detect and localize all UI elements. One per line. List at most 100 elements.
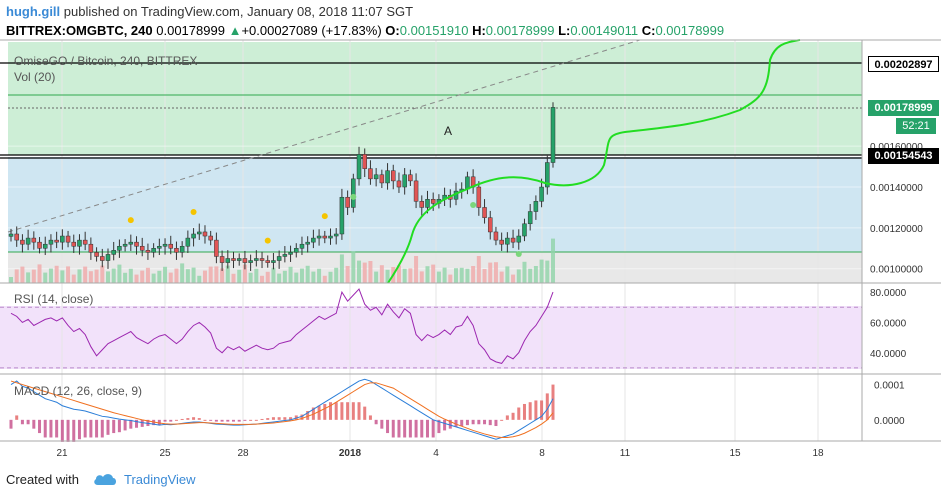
volume-bar [88, 271, 93, 283]
volume-bar [345, 266, 350, 283]
time-tick-label: 11 [620, 448, 631, 459]
volume-bar [311, 271, 316, 283]
candle-body [31, 237, 37, 243]
volume-bar [191, 267, 196, 283]
candle-body [14, 233, 19, 241]
macd-histogram-bar [249, 419, 253, 421]
candlestick-series [8, 102, 556, 271]
price-tick-label: 0.00160000 [870, 142, 923, 153]
chart-title-legend[interactable]: OmiseGO / Bitcoin, 240, BITTREX [14, 54, 198, 68]
volume-bar [145, 267, 150, 283]
macd-histogram-bar [494, 419, 498, 427]
candle-body [339, 196, 345, 235]
tradingview-cloud-icon [93, 472, 117, 489]
volume-bar [299, 268, 304, 283]
macd-histogram-bar [483, 419, 487, 425]
candle-body [259, 258, 265, 261]
volume-bar [294, 272, 299, 283]
macd-histogram-bar [232, 419, 236, 422]
volume-bar [20, 266, 25, 283]
macd-histogram-bar [140, 419, 144, 427]
volume-bar [493, 262, 498, 283]
volume-bar [54, 265, 59, 283]
volume-bar [197, 275, 202, 283]
macd-histogram-bar [454, 419, 458, 427]
macd-histogram-bar [420, 419, 424, 438]
volume-bar [208, 266, 213, 283]
macd-legend[interactable]: MACD (12, 26, close, 9) [14, 384, 143, 398]
time-tick-label: 28 [237, 448, 249, 459]
macd-histogram-bar [38, 419, 42, 434]
candle-body [225, 258, 231, 263]
candle-body [265, 260, 270, 263]
macd-histogram-bar [203, 419, 207, 421]
macd-histogram-bar [271, 417, 275, 420]
volume-bar [436, 271, 441, 283]
signal-dot [127, 217, 134, 224]
volume-bar [111, 268, 116, 283]
macd-histogram-bar [237, 419, 241, 422]
candle-body [82, 239, 88, 245]
volume-bar [242, 264, 247, 283]
low-label: L: [558, 23, 571, 38]
volume-bar [471, 266, 476, 283]
volume-bar [123, 272, 128, 283]
signal-dot [321, 213, 328, 220]
macd-histogram-bar [77, 419, 81, 440]
macd-histogram-bar [477, 419, 481, 425]
volume-bar [83, 266, 88, 283]
candle-body [373, 174, 379, 180]
macd-histogram-bar [169, 419, 173, 422]
volume-bar [180, 263, 185, 283]
macd-histogram-bar [357, 402, 361, 420]
tradingview-link[interactable]: TradingView [124, 472, 196, 487]
price-change: +0.00027089 (+17.83%) [241, 23, 382, 38]
macd-histogram-bar [95, 419, 99, 438]
macd-histogram-bar [368, 415, 372, 420]
candle-body [100, 256, 105, 261]
macd-histogram-bar [511, 412, 515, 420]
candle-body [510, 237, 516, 243]
macd-histogram-bar [505, 415, 509, 420]
candle-body [527, 211, 533, 225]
signal-line [10, 380, 554, 438]
volume-bar [408, 268, 413, 283]
rsi-band [0, 306, 862, 369]
volume-bar [528, 268, 533, 283]
candle-body [356, 154, 362, 180]
volume-bar [522, 261, 527, 283]
volume-bar [334, 267, 339, 283]
candle-body [191, 233, 196, 239]
volume-bar [322, 275, 327, 283]
volume-bar [26, 272, 31, 283]
macd-histogram-bar [374, 419, 378, 425]
macd-histogram-bar [517, 407, 521, 420]
volume-bar [220, 268, 225, 283]
candle-body [550, 107, 556, 163]
macd-histogram-bar [192, 417, 196, 420]
volume-bar [100, 265, 105, 283]
publisher-name[interactable]: hugh.gill [6, 4, 61, 19]
macd-histogram-bar [431, 419, 435, 438]
macd-histogram-bar [500, 419, 504, 421]
volume-bar [185, 269, 190, 283]
rsi-legend[interactable]: RSI (14, close) [14, 292, 94, 306]
candle-body [145, 250, 151, 253]
rsi-line [10, 288, 554, 364]
macd-histogram-bar [391, 419, 395, 438]
macd-histogram-bar [220, 419, 224, 422]
open-label: O: [385, 23, 400, 38]
signal-dot [264, 237, 271, 244]
volume-legend[interactable]: Vol (20) [14, 70, 56, 84]
volume-bar [374, 271, 379, 283]
macd-histogram-bar [334, 402, 338, 420]
volume-bar [128, 268, 133, 283]
macd-histogram-bar [20, 419, 24, 425]
candle-body [139, 245, 145, 251]
candle-body [8, 233, 14, 237]
time-tick-label: 8 [539, 448, 545, 459]
volume-bars [9, 238, 555, 283]
macd-histogram-bar [522, 403, 526, 420]
target-zone-green [8, 42, 862, 155]
